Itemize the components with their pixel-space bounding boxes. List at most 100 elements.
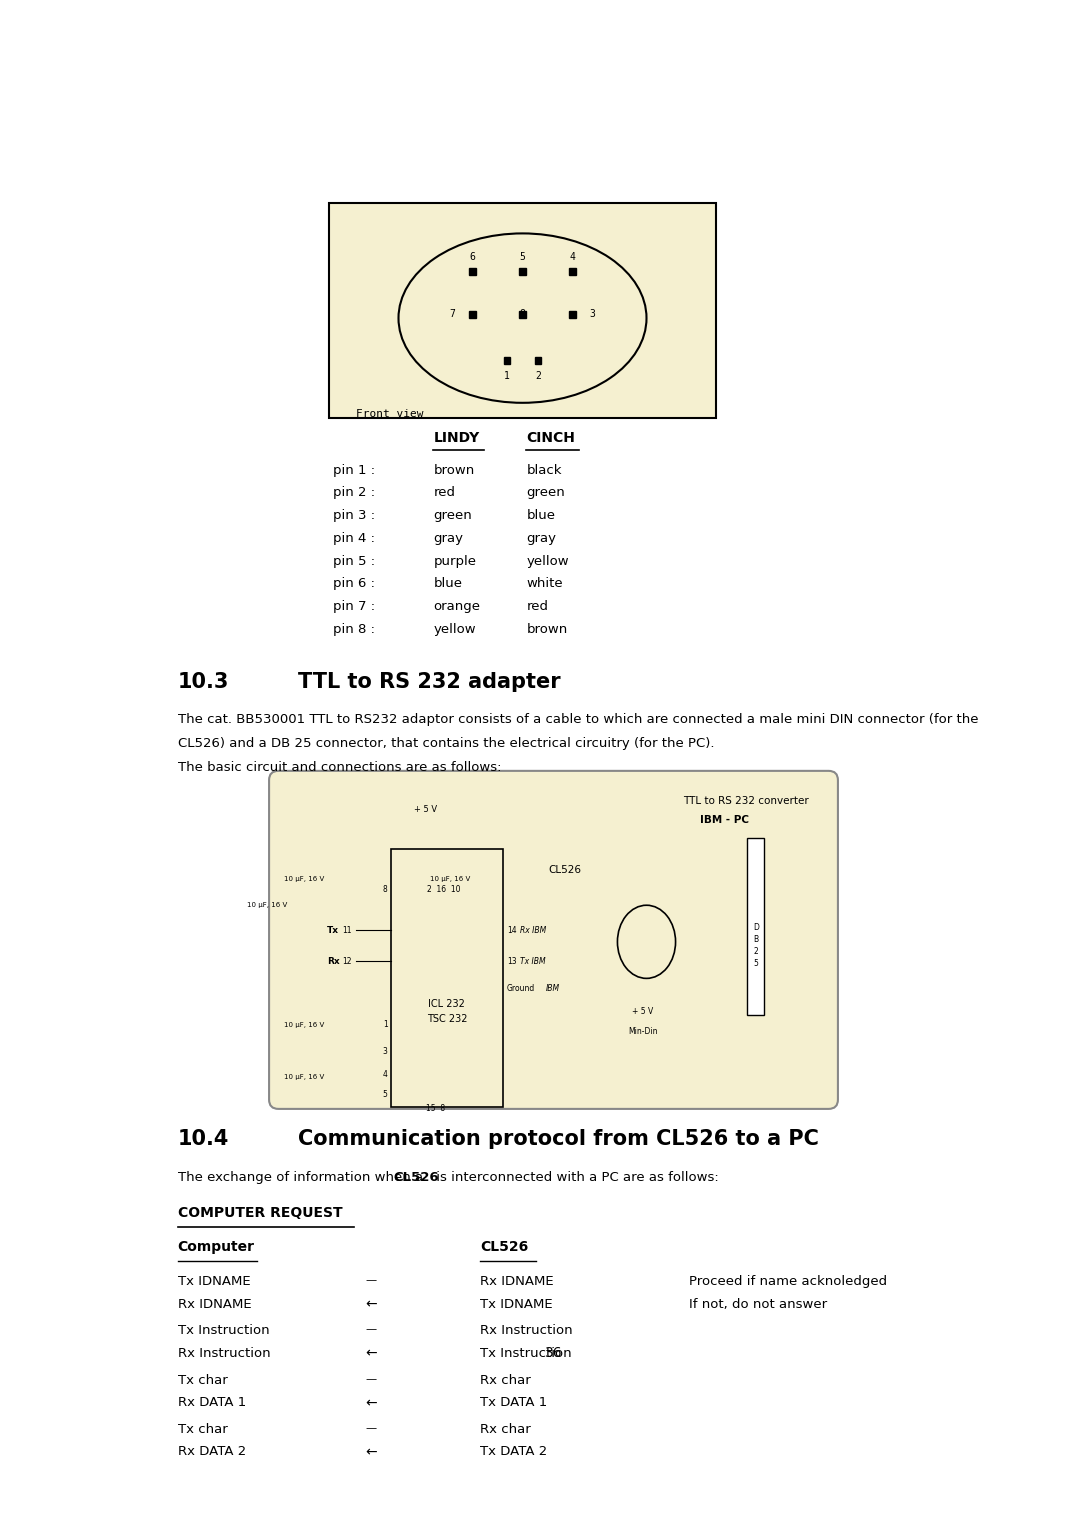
Text: + 5 V: + 5 V — [632, 1007, 653, 1016]
Text: Proceed if name acknoledged: Proceed if name acknoledged — [689, 1276, 888, 1288]
Text: ICL 232
TSC 232: ICL 232 TSC 232 — [427, 999, 468, 1024]
Text: 4: 4 — [382, 1070, 388, 1079]
Text: white: white — [526, 578, 563, 590]
Text: Tx IDNAME: Tx IDNAME — [480, 1297, 553, 1311]
Text: gray: gray — [433, 532, 463, 545]
Text: 14: 14 — [507, 926, 516, 935]
Text: blue: blue — [526, 509, 555, 523]
Text: The basic circuit and connections are as follows:: The basic circuit and connections are as… — [177, 761, 501, 773]
Text: —: — — [366, 1325, 377, 1334]
Text: 2  16  10: 2 16 10 — [427, 885, 460, 894]
Text: The exchange of information when a: The exchange of information when a — [177, 1172, 427, 1184]
Text: green: green — [526, 486, 565, 500]
Text: CL526: CL526 — [480, 1239, 528, 1254]
Text: is interconnected with a PC are as follows:: is interconnected with a PC are as follo… — [432, 1172, 718, 1184]
Text: gray: gray — [526, 532, 556, 545]
FancyBboxPatch shape — [328, 203, 716, 419]
Bar — [391, 850, 503, 1108]
Text: Tx IDNAME: Tx IDNAME — [177, 1276, 251, 1288]
Text: Tx DATA 2: Tx DATA 2 — [480, 1445, 548, 1458]
Text: pin 8 :: pin 8 : — [333, 622, 375, 636]
Text: 15  8: 15 8 — [426, 1103, 445, 1112]
Text: 10 µF, 16 V: 10 µF, 16 V — [284, 876, 324, 882]
Text: 3: 3 — [382, 1047, 388, 1056]
Text: pin 1 :: pin 1 : — [333, 463, 375, 477]
Ellipse shape — [399, 234, 647, 403]
Text: pin 2 :: pin 2 : — [333, 486, 375, 500]
Text: 1: 1 — [504, 371, 510, 380]
Text: 5: 5 — [519, 252, 526, 261]
Text: ←: ← — [365, 1297, 377, 1311]
Text: 8: 8 — [519, 309, 526, 319]
Text: yellow: yellow — [526, 555, 569, 567]
Text: Tx Instruction: Tx Instruction — [177, 1325, 269, 1337]
Text: green: green — [433, 509, 472, 523]
Bar — [519, 269, 526, 275]
Text: Rx char: Rx char — [480, 1423, 530, 1436]
Text: orange: orange — [433, 601, 481, 613]
FancyBboxPatch shape — [269, 770, 838, 1109]
Ellipse shape — [618, 905, 676, 978]
Text: 36: 36 — [544, 1346, 563, 1360]
Bar — [747, 837, 765, 1015]
Text: Front view: Front view — [356, 410, 423, 419]
Text: IBM - PC: IBM - PC — [700, 814, 748, 825]
Text: D
B
2
5: D B 2 5 — [753, 923, 759, 967]
Text: CL526) and a DB 25 connector, that contains the electrical circuitry (for the PC: CL526) and a DB 25 connector, that conta… — [177, 736, 714, 750]
Bar — [519, 310, 526, 318]
Text: 5: 5 — [382, 1089, 388, 1099]
Text: Rx Instruction: Rx Instruction — [480, 1325, 572, 1337]
Text: —: — — [366, 1276, 377, 1285]
Text: Min-Din: Min-Din — [627, 1027, 658, 1036]
Text: TTL to RS 232 adapter: TTL to RS 232 adapter — [298, 672, 561, 692]
Text: pin 6 :: pin 6 : — [333, 578, 375, 590]
Text: brown: brown — [433, 463, 474, 477]
Text: 6: 6 — [469, 252, 475, 261]
Text: 2: 2 — [535, 371, 541, 380]
Text: red: red — [433, 486, 456, 500]
Text: Communication protocol from CL526 to a PC: Communication protocol from CL526 to a P… — [298, 1129, 819, 1149]
Text: Tx char: Tx char — [177, 1374, 228, 1387]
Text: blue: blue — [433, 578, 462, 590]
Text: 4: 4 — [570, 252, 576, 261]
Text: If not, do not answer: If not, do not answer — [689, 1297, 827, 1311]
Text: TTL to RS 232 converter: TTL to RS 232 converter — [684, 796, 809, 805]
Text: ←: ← — [365, 1346, 377, 1361]
Text: pin 4 :: pin 4 : — [333, 532, 375, 545]
Text: 12: 12 — [342, 957, 352, 966]
Text: pin 3 :: pin 3 : — [333, 509, 375, 523]
Text: Rx Instruction: Rx Instruction — [177, 1346, 270, 1360]
Bar — [469, 310, 475, 318]
Text: Rx char: Rx char — [480, 1374, 530, 1387]
Text: —: — — [366, 1374, 377, 1384]
Text: purple: purple — [433, 555, 476, 567]
Text: Ground: Ground — [507, 984, 536, 993]
Bar — [503, 358, 511, 364]
Text: red: red — [526, 601, 549, 613]
Text: —: — — [366, 1423, 377, 1433]
Text: Rx DATA 2: Rx DATA 2 — [177, 1445, 246, 1458]
Text: Rx IBM: Rx IBM — [521, 926, 546, 935]
Text: COMPUTER REQUEST: COMPUTER REQUEST — [177, 1206, 342, 1219]
Bar — [569, 269, 577, 275]
Text: 10 µF, 16 V: 10 µF, 16 V — [284, 1022, 324, 1028]
Text: Tx: Tx — [327, 926, 339, 935]
Text: CL526: CL526 — [549, 865, 582, 876]
Text: 13: 13 — [507, 957, 516, 966]
Text: Tx char: Tx char — [177, 1423, 228, 1436]
Text: 10 µF, 16 V: 10 µF, 16 V — [284, 1074, 324, 1080]
Text: Rx DATA 1: Rx DATA 1 — [177, 1397, 246, 1409]
Text: 3: 3 — [590, 309, 595, 319]
Text: The cat. BB530001 TTL to RS232 adaptor consists of a cable to which are connecte: The cat. BB530001 TTL to RS232 adaptor c… — [177, 714, 978, 726]
Text: ←: ← — [365, 1445, 377, 1459]
Text: Computer: Computer — [177, 1239, 255, 1254]
Text: pin 5 :: pin 5 : — [333, 555, 375, 567]
Bar — [469, 269, 475, 275]
Text: Tx DATA 1: Tx DATA 1 — [480, 1397, 548, 1409]
Text: LINDY: LINDY — [433, 431, 480, 445]
Bar — [535, 358, 541, 364]
Text: ←: ← — [365, 1397, 377, 1410]
Text: + 5 V: + 5 V — [414, 805, 437, 814]
Text: 10.4: 10.4 — [177, 1129, 229, 1149]
Text: 10.3: 10.3 — [177, 672, 229, 692]
